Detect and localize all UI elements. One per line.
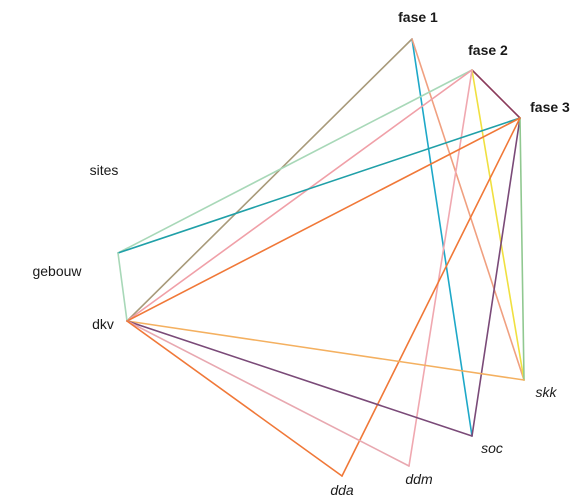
edge-fase3-gebouw xyxy=(117,117,521,254)
label-fase3: fase 3 xyxy=(530,99,570,115)
node-labels: fase 1 fase 2 fase 3 sites gebouw dkv sk… xyxy=(32,9,570,498)
label-fase1: fase 1 xyxy=(398,9,438,25)
edge-dkv-soc xyxy=(126,320,473,437)
label-skk: skk xyxy=(536,384,558,400)
edge-fase1-skk xyxy=(411,38,525,381)
label-sites: sites xyxy=(90,162,119,178)
edge-dkv-dda xyxy=(126,320,343,477)
label-gebouw: gebouw xyxy=(32,263,82,279)
edge-dkv-ddm xyxy=(126,320,410,467)
edges xyxy=(117,38,525,477)
edge-gebouw-dkv xyxy=(117,252,128,322)
label-dkv: dkv xyxy=(92,316,114,332)
edge-fase2-fase3 xyxy=(471,69,521,119)
edge-fase1-soc xyxy=(411,38,473,437)
label-ddm: ddm xyxy=(405,471,433,487)
label-fase2: fase 2 xyxy=(468,42,508,58)
edge-fase3-dda xyxy=(341,117,521,477)
edge-fase1-dkv xyxy=(126,38,413,322)
edge-fase2-ddm xyxy=(408,69,473,467)
label-soc: soc xyxy=(481,440,503,456)
edge-fase3-dkv xyxy=(126,117,521,322)
edge-fase3-soc xyxy=(471,117,521,437)
edge-fase2-gebouw xyxy=(117,69,473,254)
edge-fase2-skk xyxy=(471,69,525,381)
edge-fase3-skk xyxy=(519,117,525,381)
edge-fase2-dkv xyxy=(126,69,473,322)
edge-dkv-skk xyxy=(126,320,525,381)
label-dda: dda xyxy=(330,482,354,498)
